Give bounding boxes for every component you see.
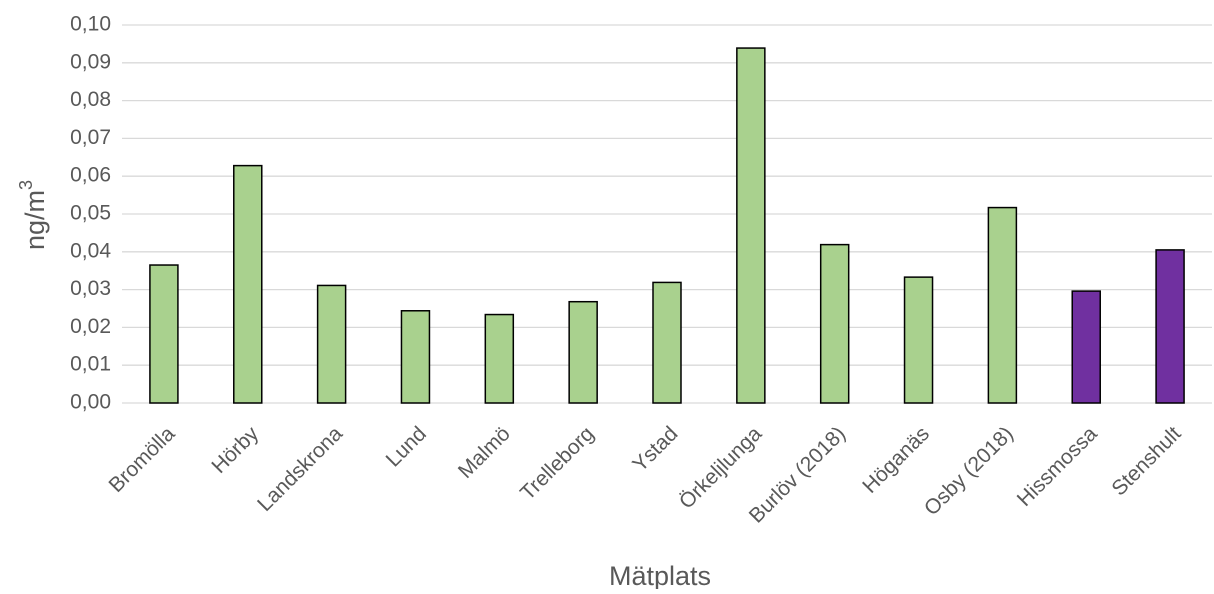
x-category-label: Osby (2018)	[920, 422, 1018, 520]
bar	[736, 47, 766, 404]
x-category-label: Malmö	[454, 422, 515, 483]
y-tick-label: 0,08	[70, 88, 111, 111]
y-axis-title: ng/m3	[16, 180, 50, 250]
bar	[316, 284, 347, 404]
y-tick-label: 0,04	[70, 239, 111, 262]
bar	[1071, 290, 1101, 404]
y-axis-tick-labels: 0,00 0,01 0,02 0,03 0,04 0,05 0,06 0,07 0,08 0,09…	[70, 13, 111, 414]
x-category-label: Landskrona	[253, 422, 347, 516]
bars	[149, 47, 1185, 404]
gridlines	[122, 24, 1212, 404]
y-tick-label: 0,01	[70, 353, 111, 376]
bar	[233, 164, 263, 404]
x-axis-title: Mätplats	[609, 561, 711, 589]
x-category-label: Lund	[382, 422, 431, 471]
y-tick-label: 0,10	[70, 13, 111, 36]
bar	[819, 243, 850, 404]
y-tick-label: 0,00	[70, 391, 111, 414]
x-category-label: Örkeljlunga	[675, 422, 767, 514]
bar	[400, 310, 431, 404]
y-tick-label: 0,05	[70, 202, 111, 225]
bar	[987, 206, 1018, 404]
bar	[1155, 249, 1185, 404]
y-tick-label: 0,02	[70, 315, 111, 338]
bar	[484, 313, 515, 404]
y-axis-title-text: ng/m	[20, 190, 50, 250]
y-tick-label: 0,09	[70, 50, 111, 73]
bar	[903, 276, 934, 404]
bar	[149, 264, 179, 404]
x-category-label: Höganäs	[858, 422, 934, 498]
y-tick-label: 0,07	[70, 126, 111, 149]
bar	[568, 300, 598, 404]
bar	[652, 281, 682, 404]
x-category-label: Hörby	[207, 422, 263, 478]
x-category-label: Bromölla	[105, 422, 180, 497]
y-tick-label: 0,03	[70, 277, 111, 300]
y-axis-title-superscript: 3	[16, 180, 36, 190]
x-category-label: Trelleborg	[516, 422, 599, 505]
x-category-label: Ystad	[628, 422, 682, 476]
x-category-label: Stenshult	[1107, 422, 1185, 500]
y-tick-label: 0,06	[70, 164, 111, 187]
x-category-label: Hissmossa	[1013, 422, 1102, 511]
